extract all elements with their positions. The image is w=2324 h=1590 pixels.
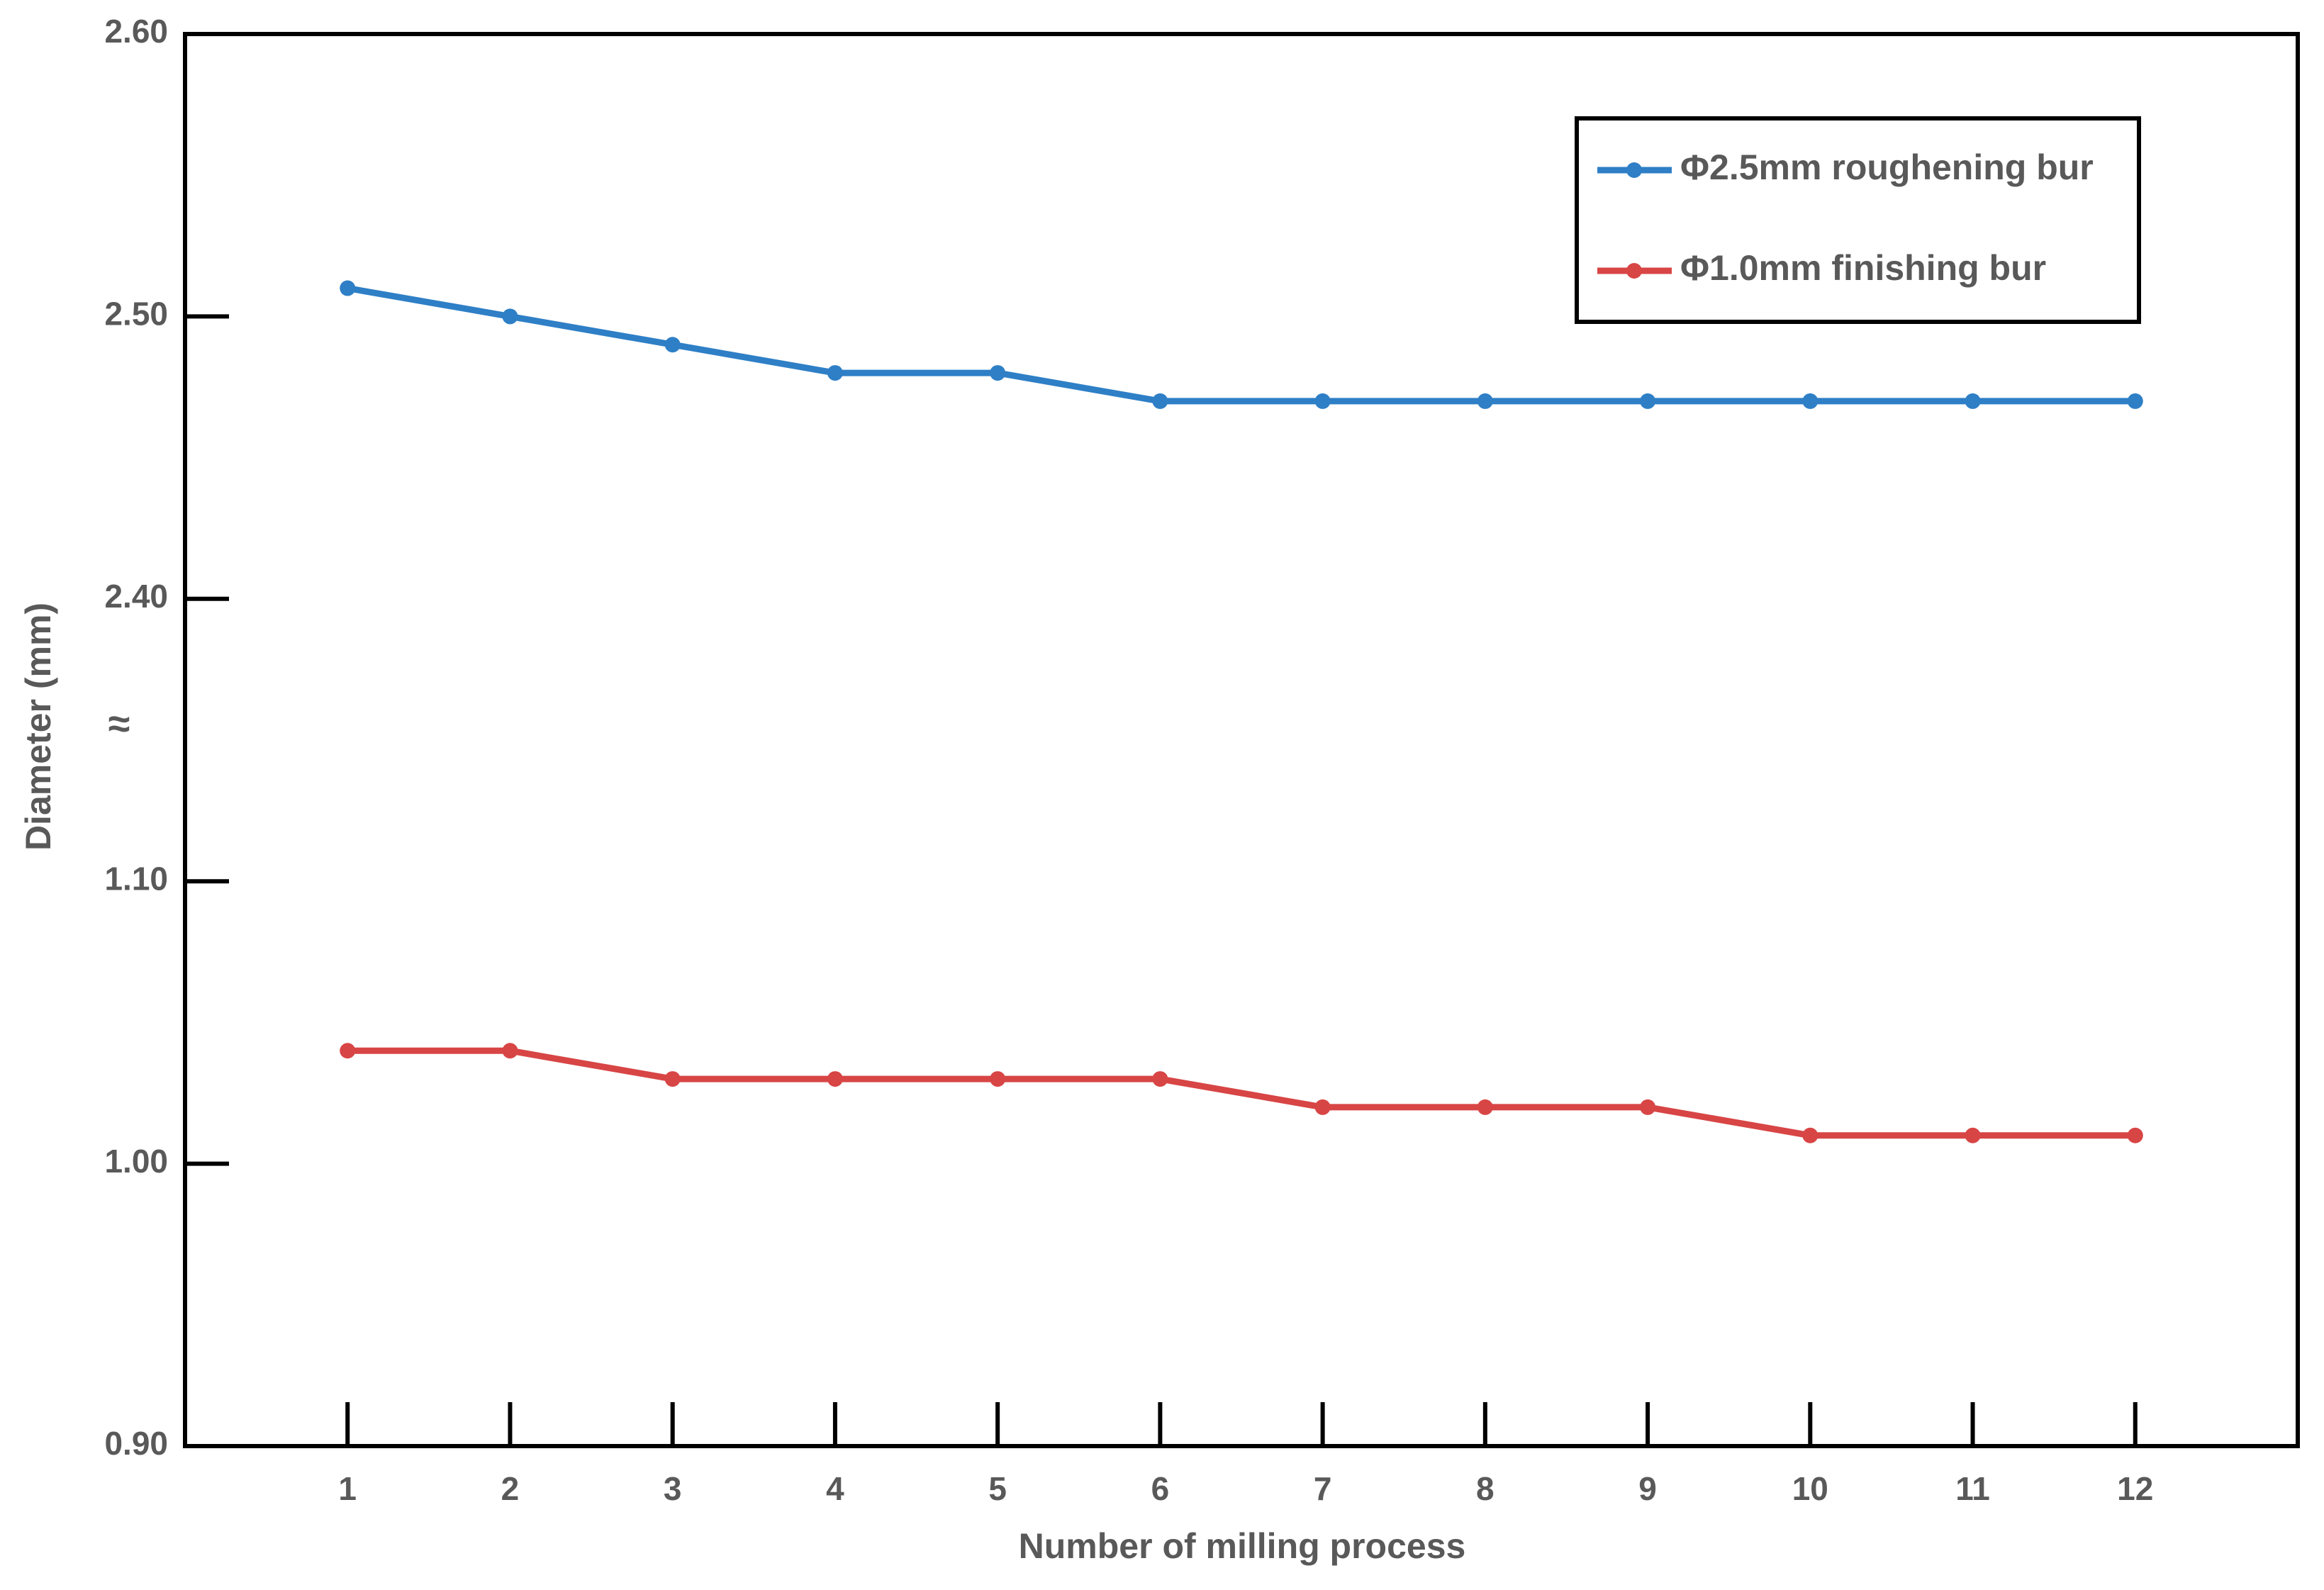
- y-tick-label: 2.60: [104, 13, 168, 50]
- data-point: [1314, 1099, 1331, 1115]
- data-point: [990, 365, 1006, 381]
- legend-marker: [1626, 162, 1642, 178]
- series-line: [347, 1047, 2135, 1139]
- data-point: [664, 337, 681, 353]
- data-point: [1314, 393, 1331, 409]
- data-point: [502, 308, 518, 325]
- data-point: [1477, 1099, 1493, 1115]
- data-point: [340, 1043, 356, 1059]
- data-point: [1965, 393, 1981, 409]
- data-point: [664, 1071, 681, 1087]
- x-tick-label: 7: [1314, 1470, 1332, 1507]
- plot-frame: [183, 32, 2300, 1448]
- x-tick-label: 11: [1955, 1470, 1990, 1507]
- legend-label: Φ1.0mm finishing bur: [1680, 248, 2046, 288]
- x-tick-label: 1: [338, 1470, 357, 1507]
- x-tick-label: 4: [826, 1470, 844, 1507]
- data-point: [1802, 393, 1819, 409]
- legend-marker: [1626, 263, 1642, 279]
- y-axis-label: Diameter (mm): [18, 603, 58, 851]
- data-point: [827, 1071, 843, 1087]
- x-tick-label: 12: [2117, 1470, 2153, 1507]
- data-point: [1152, 393, 1168, 409]
- x-tick-label: 3: [664, 1470, 682, 1507]
- y-tick-label: 1.10: [104, 860, 168, 897]
- legend-label: Φ2.5mm roughening bur: [1680, 147, 2094, 187]
- axis-break-symbol: ≈: [108, 701, 130, 746]
- data-point: [1152, 1071, 1168, 1087]
- x-axis-label: Number of milling process: [1019, 1526, 1466, 1566]
- y-tick-label: 2.40: [104, 578, 168, 615]
- x-tick-label: 5: [988, 1470, 1007, 1507]
- data-point: [2127, 1127, 2143, 1143]
- data-point: [1477, 393, 1493, 409]
- legend-box: [1575, 116, 2141, 324]
- series-line: [347, 285, 2135, 405]
- data-point: [827, 365, 843, 381]
- data-point: [1640, 393, 1656, 409]
- data-point: [990, 1071, 1006, 1087]
- y-tick-label: 2.50: [104, 296, 168, 332]
- x-tick-label: 2: [501, 1470, 520, 1507]
- data-point: [502, 1043, 518, 1059]
- data-point: [1640, 1099, 1656, 1115]
- x-tick-label: 9: [1638, 1470, 1657, 1507]
- data-point: [1802, 1127, 1819, 1143]
- y-tick-label: 0.90: [104, 1425, 168, 1462]
- x-tick-label: 6: [1151, 1470, 1170, 1507]
- y-tick-label: 1.00: [104, 1143, 168, 1180]
- data-point: [2127, 393, 2143, 409]
- x-tick-label: 10: [1792, 1470, 1828, 1507]
- x-tick-label: 8: [1476, 1470, 1495, 1507]
- data-point: [340, 280, 356, 296]
- data-point: [1965, 1127, 1981, 1143]
